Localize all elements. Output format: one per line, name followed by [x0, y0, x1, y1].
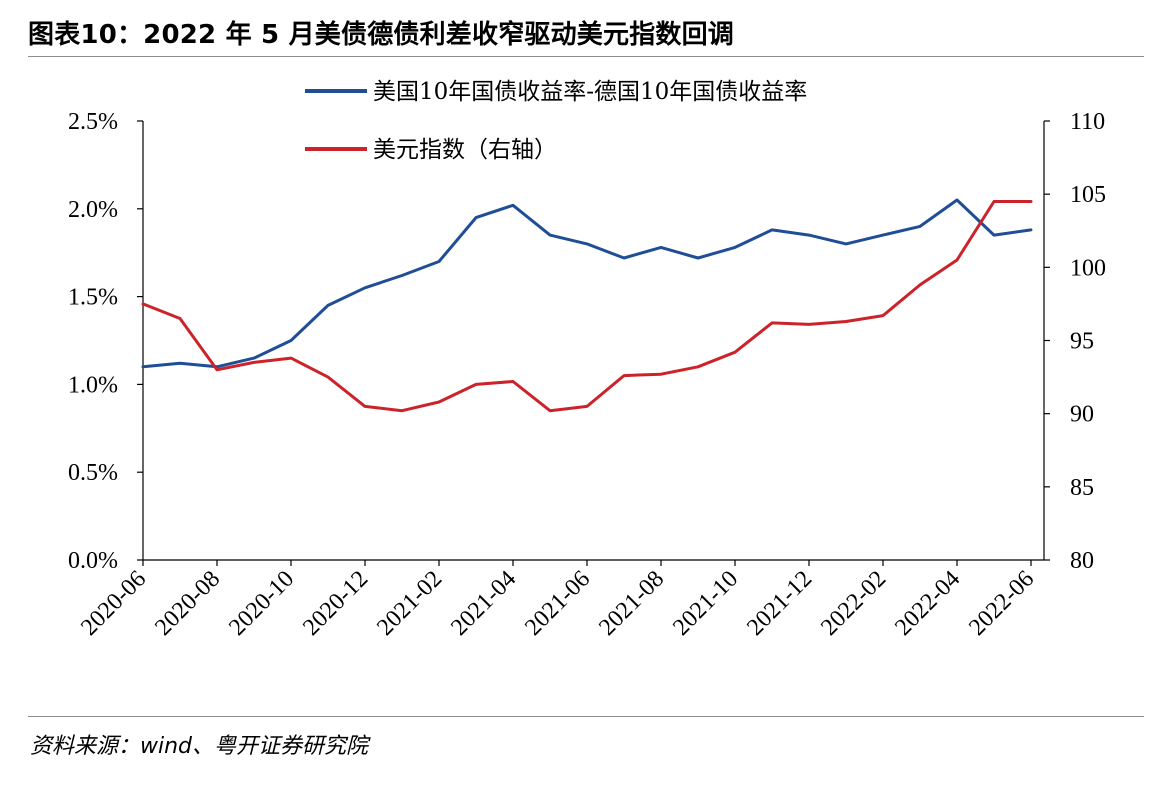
- right-y-tick-label: 95: [1070, 329, 1094, 355]
- right-y-tick-label: 90: [1070, 402, 1094, 428]
- source-divider: [28, 716, 1144, 717]
- x-tick-label: 2021-06: [520, 566, 595, 641]
- left-y-tick-label: 1.5%: [68, 285, 118, 311]
- left-y-tick-label: 2.5%: [68, 109, 118, 135]
- right-y-tick-label: 100: [1070, 255, 1106, 281]
- x-tick-label: 2020-12: [298, 566, 373, 641]
- title-divider: [28, 56, 1144, 57]
- left-y-tick-label: 0.5%: [68, 460, 118, 486]
- x-tick-label: 2021-10: [668, 566, 743, 641]
- x-tick-label: 2021-12: [742, 566, 817, 641]
- right-y-tick-label: 110: [1070, 109, 1105, 135]
- left-y-tick-label: 2.0%: [68, 197, 118, 223]
- chart-series-layer: [141, 198, 1033, 413]
- right-y-tick-label: 105: [1070, 182, 1106, 208]
- x-tick-label: 2021-04: [446, 566, 521, 641]
- right-y-tick-label: 85: [1070, 475, 1094, 501]
- x-tick-label: 2021-02: [372, 566, 447, 641]
- left-y-tick-label: 1.0%: [68, 372, 118, 398]
- x-tick-label: 2020-08: [150, 566, 225, 641]
- x-tick-label: 2020-10: [224, 566, 299, 641]
- legend-label-dxy: 美元指数（右轴）: [373, 137, 557, 163]
- x-tick-label: 2022-02: [816, 566, 891, 641]
- source-note: 资料来源：wind、粤开证券研究院: [30, 734, 369, 759]
- series-spread-line: [141, 198, 1033, 369]
- left-y-tick-label: 0.0%: [68, 548, 118, 574]
- series-dxy-line: [141, 200, 1033, 413]
- figure-title: 图表10：2022 年 5 月美债德债利差收窄驱动美元指数回调: [28, 20, 734, 50]
- x-tick-label: 2022-06: [964, 566, 1039, 641]
- legend-label-spread: 美国10年国债收益率-德国10年国债收益率: [373, 79, 807, 105]
- x-tick-label: 2020-06: [76, 566, 151, 641]
- x-tick-label: 2021-08: [594, 566, 669, 641]
- x-tick-label: 2022-04: [890, 566, 965, 641]
- right-y-tick-label: 80: [1070, 548, 1094, 574]
- chart-axes: 0.0% 0.5% 1.0% 1.5% 2.0% 2.5% 80 85 90 95 100 105 11…: [68, 109, 1106, 641]
